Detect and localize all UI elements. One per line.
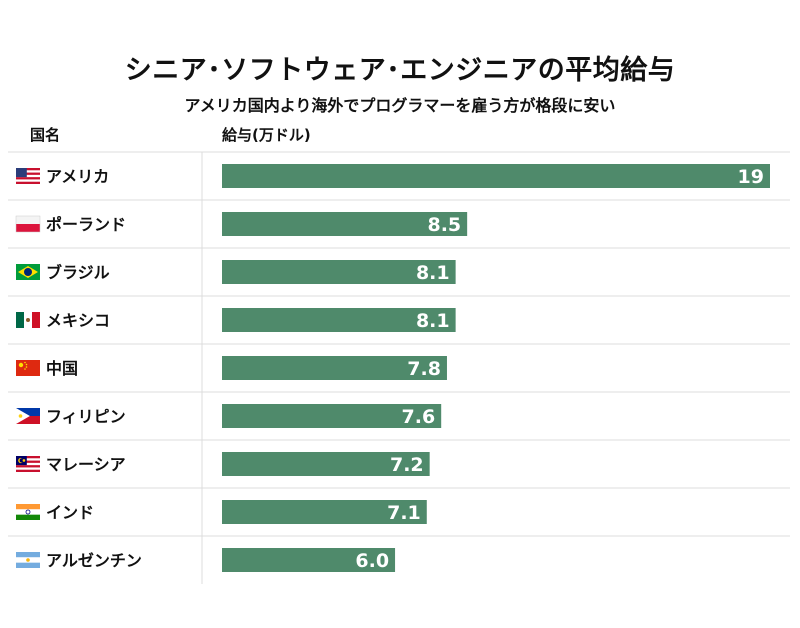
philippines-flag-icon — [16, 408, 40, 424]
bar-value-label: 7.6 — [402, 406, 436, 428]
country-label: インド — [46, 503, 94, 522]
bar-value-label: 7.2 — [390, 454, 424, 476]
china-flag-icon — [16, 360, 40, 376]
chart-title: シニア･ソフトウェア･エンジニアの平均給与 — [124, 55, 676, 86]
country-label: マレーシア — [46, 455, 126, 474]
chart-subtitle: アメリカ国内より海外でプログラマーを雇う方が格段に安い — [184, 96, 616, 115]
bar — [222, 308, 456, 332]
bar — [222, 212, 468, 236]
bar — [222, 548, 396, 572]
brazil-flag-icon — [16, 264, 40, 280]
country-label: メキシコ — [46, 311, 110, 330]
bar — [222, 404, 442, 428]
bar — [222, 164, 770, 188]
bar — [222, 452, 430, 476]
country-label: ブラジル — [46, 263, 110, 282]
country-label: フィリピン — [46, 407, 126, 426]
bar-value-label: 6.0 — [355, 550, 389, 572]
india-flag-icon — [16, 504, 40, 520]
bar — [222, 260, 456, 284]
country-label: 中国 — [46, 359, 78, 378]
us-flag-icon — [16, 168, 40, 184]
country-label: ポーランド — [46, 215, 126, 234]
country-label: アルゼンチン — [46, 551, 142, 570]
bar-value-label: 7.1 — [387, 502, 421, 524]
country-column-header: 国名 — [30, 126, 61, 144]
bar-value-label: 7.8 — [407, 358, 441, 380]
bar — [222, 356, 447, 380]
bar-value-label: 8.1 — [416, 262, 450, 284]
poland-flag-icon — [15, 215, 41, 233]
bar-value-label: 8.5 — [427, 214, 461, 236]
bar-value-label: 8.1 — [416, 310, 450, 332]
country-label: アメリカ — [46, 167, 109, 186]
malaysia-flag-icon — [16, 456, 40, 472]
mexico-flag-icon — [16, 312, 40, 328]
salary-column-header: 給与(万ドル) — [222, 126, 311, 144]
argentina-flag-icon — [16, 552, 40, 568]
bar-value-label: 19 — [738, 166, 764, 188]
bar — [222, 500, 427, 524]
